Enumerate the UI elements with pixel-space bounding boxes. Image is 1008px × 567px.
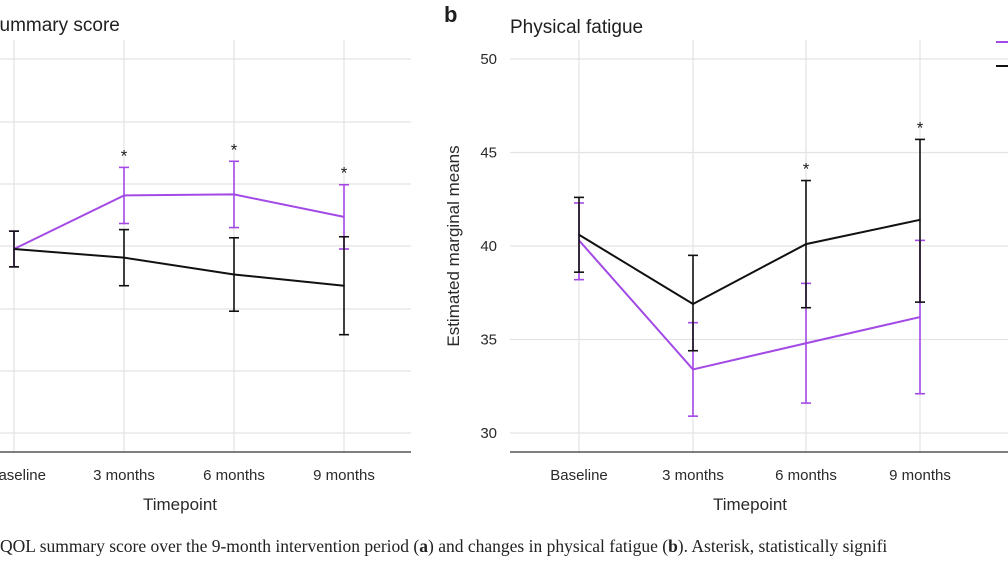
panel-b-series: [574, 138, 925, 417]
data-point: [123, 256, 125, 259]
panel-b: b Physical fatigue 30 35 40 45 50 Estimated …: [444, 2, 1008, 514]
panel-b-y-ticks: 30 35 40 45 50: [480, 51, 497, 442]
data-point: [233, 193, 235, 196]
series-line: [13, 248, 345, 287]
panel-a-significance: * * *: [121, 140, 348, 182]
significance-asterisk: *: [341, 164, 348, 183]
panel-b-title: Physical fatigue: [510, 17, 643, 38]
x-tick-label: Baseline: [550, 467, 608, 484]
caption-panel-a: a: [419, 536, 428, 556]
significance-asterisk: *: [917, 118, 924, 137]
panel-b-x-axis-label: Timepoint: [713, 495, 787, 514]
x-tick-label: aseline: [0, 467, 46, 484]
data-point: [692, 368, 694, 371]
series-line: [578, 218, 921, 306]
x-tick-label: 6 months: [775, 467, 837, 484]
panel-b-letter: b: [444, 2, 457, 27]
significance-asterisk: *: [121, 146, 128, 165]
panel-a-series: [9, 160, 349, 336]
significance-asterisk: *: [803, 160, 810, 179]
data-point: [233, 273, 235, 276]
panel-a: summary score aseline 3 months 6 months 9 m…: [0, 15, 411, 514]
y-tick-label: 50: [480, 51, 497, 68]
data-point: [919, 219, 921, 221]
panel-a-x-ticks: aseline 3 months 6 months 9 months: [0, 467, 375, 484]
data-point: [13, 248, 15, 250]
caption-suffix: ). Asterisk, statistically signifi: [677, 536, 888, 556]
figure-caption: QOL summary score over the 9-month inter…: [0, 536, 1008, 564]
significance-asterisk: *: [231, 140, 238, 159]
panel-a-x-axis-label: Timepoint: [143, 495, 217, 514]
data-point: [343, 284, 345, 287]
y-tick-label: 30: [480, 425, 497, 442]
data-point: [343, 216, 345, 218]
panel-a-grid: [0, 40, 411, 452]
caption-middle: ) and changes in physical fatigue (: [428, 536, 669, 556]
data-point: [692, 303, 694, 305]
y-tick-label: 40: [480, 238, 497, 255]
panel-a-title: summary score: [0, 15, 120, 36]
x-tick-label: 3 months: [662, 467, 724, 484]
x-tick-label: 9 months: [313, 467, 375, 484]
caption-panel-b: b: [668, 536, 678, 556]
x-tick-label: 9 months: [889, 467, 951, 484]
data-point: [805, 342, 807, 345]
caption-prefix: QOL summary score over the 9-month inter…: [0, 536, 420, 556]
data-point: [919, 316, 921, 318]
data-point: [123, 194, 125, 197]
series-line: [578, 239, 921, 371]
panel-b-significance: **: [803, 118, 924, 178]
y-tick-label: 45: [480, 145, 497, 162]
x-tick-label: 6 months: [203, 467, 265, 484]
x-tick-label: 3 months: [93, 467, 155, 484]
panel-b-x-ticks: Baseline 3 months 6 months 9 months: [550, 467, 951, 484]
panel-b-y-axis-label: Estimated marginal means: [444, 145, 463, 346]
series-line: [13, 193, 345, 250]
y-tick-label: 35: [480, 332, 497, 349]
data-point: [805, 243, 807, 245]
data-point: [578, 233, 580, 236]
